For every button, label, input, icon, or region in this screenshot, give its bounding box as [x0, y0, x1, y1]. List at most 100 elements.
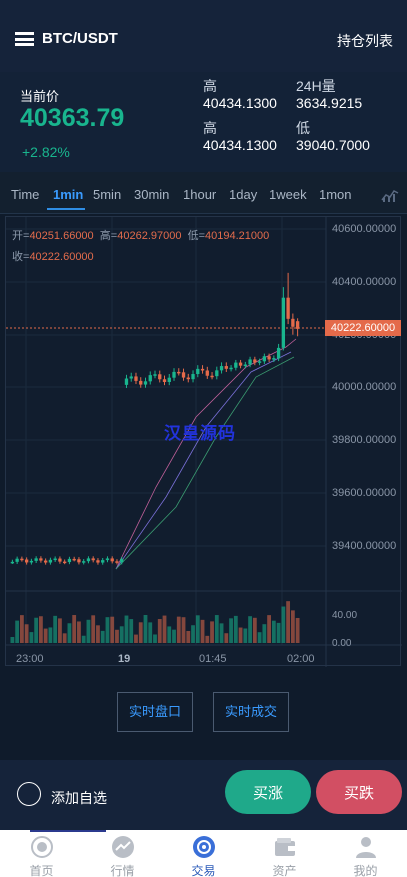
candle-body [48, 559, 53, 563]
volume-bar [191, 625, 195, 643]
volume-bar [262, 624, 267, 643]
candle-body [229, 367, 233, 370]
tab-5min[interactable]: 5min [93, 187, 122, 202]
nav-trade[interactable]: 交易 [163, 830, 244, 877]
candle-body [20, 558, 24, 561]
tab-1hour[interactable]: 1hour [183, 187, 217, 202]
volume-bar [138, 622, 143, 643]
candle-body [10, 561, 15, 564]
high-label: 高= [99, 230, 118, 242]
favorite-label[interactable]: 添加自选 [51, 790, 107, 806]
tab-1day[interactable]: 1day [229, 187, 258, 202]
buy-up-button[interactable]: 买涨 [225, 770, 311, 814]
volume-bar [295, 617, 300, 643]
close-label: 收= [12, 251, 30, 263]
candle-body [72, 558, 76, 561]
candle-body [34, 558, 38, 561]
candle-body [53, 558, 57, 561]
nav-assets[interactable]: 资产 [244, 830, 325, 877]
volume-bar [134, 634, 138, 643]
volume-bar [148, 622, 153, 643]
volume-bar [248, 616, 252, 643]
volume-bar [153, 634, 157, 643]
open-value: 40251.66000 [29, 230, 94, 242]
volume-bar [91, 615, 96, 643]
candle-body [139, 380, 143, 385]
candle-body [153, 374, 157, 376]
x-tick: 23:00 [16, 653, 44, 665]
x-tick: 01:45 [199, 653, 227, 665]
last-price-tag: 40222.60000 [325, 320, 401, 336]
realtime-trades-button[interactable]: 实时成交 [213, 692, 289, 732]
volume-bar [195, 615, 200, 643]
volume-bars [10, 601, 300, 643]
volume-bar [286, 601, 291, 643]
positions-link[interactable]: 持仓列表 [337, 33, 393, 49]
realtime-book-button[interactable]: 实时盘口 [117, 692, 193, 732]
volume-bar [15, 620, 20, 643]
tab-30min[interactable]: 30min [134, 187, 170, 202]
chart-type-icon[interactable] [381, 188, 399, 202]
x-tick: 02:00 [287, 653, 315, 665]
candle-body [158, 374, 162, 380]
candle-body [262, 356, 267, 362]
candle-body [77, 559, 81, 563]
candle-body [181, 372, 186, 378]
tab-1mon[interactable]: 1mon [319, 187, 352, 202]
candle-body [29, 560, 34, 563]
volume-bar [119, 626, 124, 643]
candle-body [63, 561, 67, 564]
volume-bar [219, 623, 224, 643]
menu-icon[interactable] [15, 32, 34, 46]
candle-body [196, 368, 200, 375]
nav-profile[interactable]: 我的 [325, 830, 406, 877]
volume-bar [214, 615, 219, 643]
volume-bar [172, 629, 176, 643]
candle-body [115, 561, 119, 563]
candle-body [134, 376, 138, 381]
buy-down-button[interactable]: 买跌 [316, 770, 402, 814]
volume-bar [58, 618, 62, 643]
high-value: 40262.97000 [117, 230, 182, 242]
low-label: 低= [187, 230, 206, 242]
candle-body [143, 381, 148, 385]
nav-market[interactable]: 行情 [82, 830, 163, 877]
candle-body [186, 377, 190, 380]
candle-body [105, 558, 110, 561]
nav-home[interactable]: 首页 [1, 830, 82, 877]
candle-body [162, 379, 167, 382]
volume-bar [19, 615, 24, 643]
candle-body [148, 375, 152, 382]
stat-low: 低 39040.7000 [296, 120, 370, 153]
chart-grid [6, 217, 326, 645]
candle-body [267, 356, 271, 360]
volume-bar [86, 619, 91, 643]
price-change: +2.82% [22, 144, 70, 160]
kline-canvas[interactable] [6, 217, 402, 667]
y-tick: 39800.00000 [332, 434, 397, 446]
volume-bar [205, 635, 210, 643]
candle-body [210, 375, 214, 378]
y-tick: 39600.00000 [332, 487, 397, 499]
volume-bar [143, 615, 148, 643]
kline-chart[interactable]: 开=40251.66000 高=40262.97000 低=40194.2100… [5, 216, 402, 667]
favorite-checkbox[interactable] [17, 782, 41, 806]
candle-body [15, 558, 19, 562]
volume-bar [200, 619, 205, 643]
volume-bar [10, 637, 15, 643]
tab-1min[interactable]: 1min [53, 187, 84, 202]
tab-time[interactable]: Time [11, 187, 40, 202]
volume-bar [81, 635, 86, 643]
candle-body [82, 561, 86, 563]
candle-body [110, 558, 114, 562]
volume-tick: 40.00 [332, 610, 358, 621]
volume-bar [176, 616, 181, 643]
tab-1week[interactable]: 1week [269, 187, 307, 202]
x-tick: 19 [118, 653, 131, 665]
header: BTC/USDT 持仓列表 [0, 0, 407, 72]
ohlc-line-1: 开=40251.66000 高=40262.97000 低=40194.2100… [12, 227, 269, 243]
candles [10, 272, 300, 565]
volume-bar [252, 617, 257, 643]
volume-bar [271, 620, 276, 643]
pair-title[interactable]: BTC/USDT [42, 30, 118, 47]
